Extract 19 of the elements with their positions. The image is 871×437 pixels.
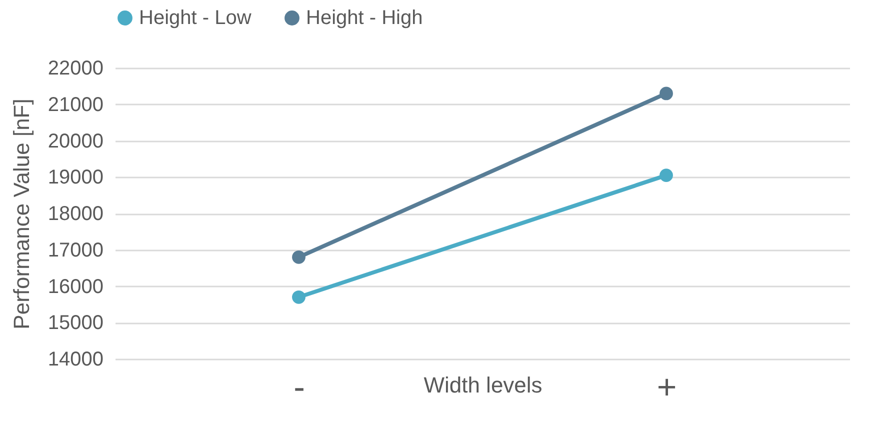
- point: [660, 86, 673, 100]
- x-axis-title: Width levels: [424, 372, 542, 398]
- y-tick-label: 14000: [48, 348, 104, 370]
- y-tick-label: 18000: [48, 203, 104, 225]
- y-tick-label: 19000: [48, 166, 104, 189]
- y-tick-label: 22000: [48, 58, 104, 80]
- legend-label: Height - High: [306, 7, 423, 29]
- y-tick-label: 16000: [48, 276, 104, 298]
- point: [660, 168, 673, 182]
- x-tick-label: -: [294, 368, 305, 406]
- y-tick-label: 15000: [48, 312, 104, 334]
- point: [292, 250, 306, 264]
- y-tick-label: 21000: [48, 94, 104, 116]
- x-tick-label: +: [656, 368, 677, 406]
- point: [292, 290, 306, 304]
- y-tick-label: 20000: [48, 130, 104, 152]
- y-tick-label: 17000: [48, 239, 104, 262]
- y-axis-title: Performance Value [nF]: [8, 98, 34, 330]
- legend-label: Height - Low: [139, 7, 252, 29]
